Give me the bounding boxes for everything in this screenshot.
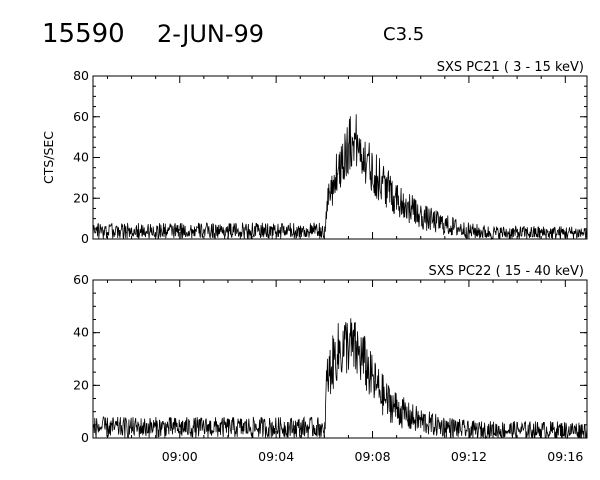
y-tick-label: 80	[73, 68, 89, 83]
y-tick-label: 20	[73, 377, 89, 392]
y-tick-label: 40	[73, 325, 89, 340]
panel-2: SXS PC22 ( 15 - 40 keV) 0 20 40 60 09:00 09:04…	[73, 264, 588, 464]
y-axis-label: CTS/SEC	[41, 131, 56, 184]
y-tick-label: 40	[73, 150, 89, 165]
y-tick-label: 60	[73, 109, 89, 124]
count-rate-trace	[92, 114, 588, 241]
event-id: 15590	[42, 19, 125, 49]
panel-title: SXS PC21 ( 3 - 15 keV)	[437, 60, 584, 75]
x-tick-label: 09:16	[547, 449, 583, 464]
y-tick-label: 0	[81, 231, 89, 246]
event-date: 2-JUN-99	[157, 20, 264, 48]
panel-1: SXS PC21 ( 3 - 15 keV) 0 20 40 60 80 CTS/SEC	[41, 60, 588, 246]
x-tick-label: 09:00	[162, 449, 198, 464]
plot-frame	[92, 279, 588, 439]
goes-class: C3.5	[383, 24, 424, 45]
y-tick-label: 20	[73, 190, 89, 205]
x-tick-label: 09:08	[355, 449, 391, 464]
count-rate-trace	[92, 318, 588, 440]
x-tick-label: 09:12	[451, 449, 487, 464]
y-tick-label: 0	[81, 430, 89, 445]
x-tick-label: 09:04	[258, 449, 294, 464]
y-tick-label: 60	[73, 272, 89, 287]
panel-title: SXS PC22 ( 15 - 40 keV)	[428, 264, 584, 279]
